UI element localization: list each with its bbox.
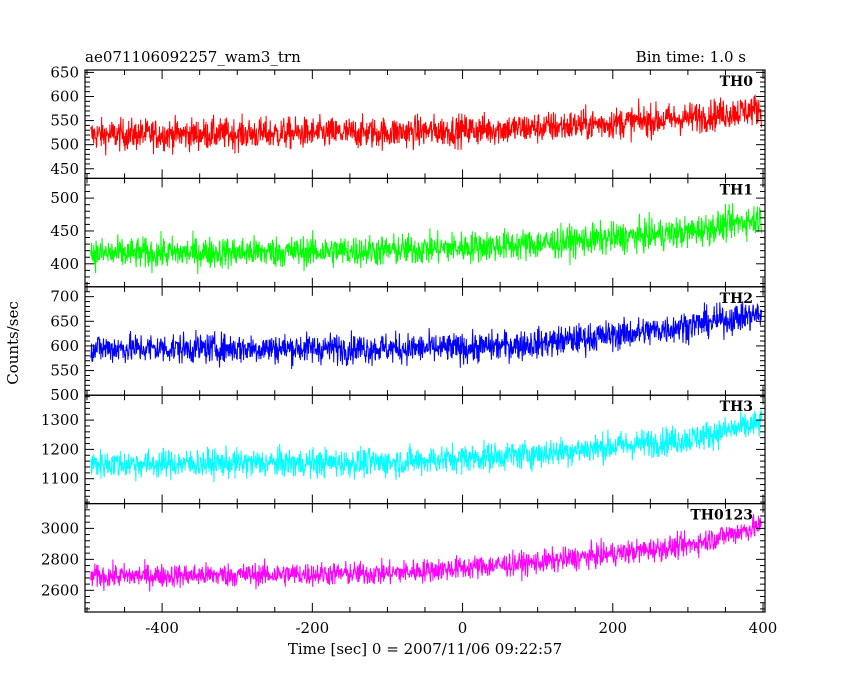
y-tick-label: 500 — [50, 189, 79, 207]
panel-label-th0123: TH0123 — [690, 508, 753, 524]
panel-th0123: 2600 2800 3000 TH0123 — [41, 503, 766, 613]
y-tick-label: 2800 — [41, 550, 79, 568]
series-th2 — [90, 301, 762, 370]
y-tick-label: 600 — [50, 337, 79, 355]
y-tick-label: 650 — [50, 63, 79, 81]
panel-label-th2: TH2 — [720, 291, 753, 307]
series-th1 — [90, 202, 762, 274]
x-axis-label: Time [sec] 0 = 2007/11/06 09:22:57 — [288, 640, 562, 658]
y-tick-label: 550 — [50, 112, 79, 130]
panel-th2: 500 550 600 650 700 TH2 — [50, 286, 766, 404]
chart-title: ae071106092257_wam3_trn — [85, 48, 301, 66]
panel-label-th1: TH1 — [720, 182, 753, 198]
y-tick-label: 700 — [50, 288, 79, 306]
y-tick-label: 3000 — [41, 519, 79, 537]
panel-th1: 400 450 500 TH1 — [50, 177, 766, 288]
y-tick-label: 500 — [50, 386, 79, 404]
panel-th0: 450 500 550 600 650 TH0 — [50, 63, 766, 180]
x-tick-label: 0 — [458, 619, 468, 637]
bin-time-label: Bin time: 1.0 s — [636, 48, 746, 66]
x-tick-label: 200 — [598, 619, 627, 637]
panels-group: 450 500 550 600 650 TH0 400 450 500 TH1 500 550 600 6… — [41, 63, 778, 637]
x-tick-label: -200 — [295, 619, 329, 637]
y-tick-label: 1300 — [41, 411, 79, 429]
panel-th3: 1100 1200 1300 TH3 — [41, 394, 766, 505]
y-tick-label: 600 — [50, 87, 79, 105]
y-tick-label: 1200 — [41, 440, 79, 458]
y-tick-label: 2600 — [41, 581, 79, 599]
y-tick-label: 450 — [50, 160, 79, 178]
y-tick-label: 1100 — [41, 470, 79, 488]
panel-label-th0: TH0 — [720, 74, 754, 90]
x-tick-label: 400 — [749, 619, 778, 637]
y-tick-label: 400 — [50, 255, 79, 273]
series-th0 — [90, 94, 762, 156]
y-tick-label: 550 — [50, 362, 79, 380]
series-th0123 — [90, 514, 762, 592]
panel-label-th3: TH3 — [720, 399, 753, 415]
panel-frame — [84, 286, 766, 396]
series-th3 — [90, 409, 762, 483]
y-axis-label: Counts/sec — [4, 301, 22, 385]
panel-frame — [84, 503, 766, 613]
y-tick-label: 450 — [50, 222, 79, 240]
x-tick-label: -400 — [145, 619, 179, 637]
y-tick-label: 500 — [50, 136, 79, 154]
y-tick-label: 650 — [50, 312, 79, 330]
